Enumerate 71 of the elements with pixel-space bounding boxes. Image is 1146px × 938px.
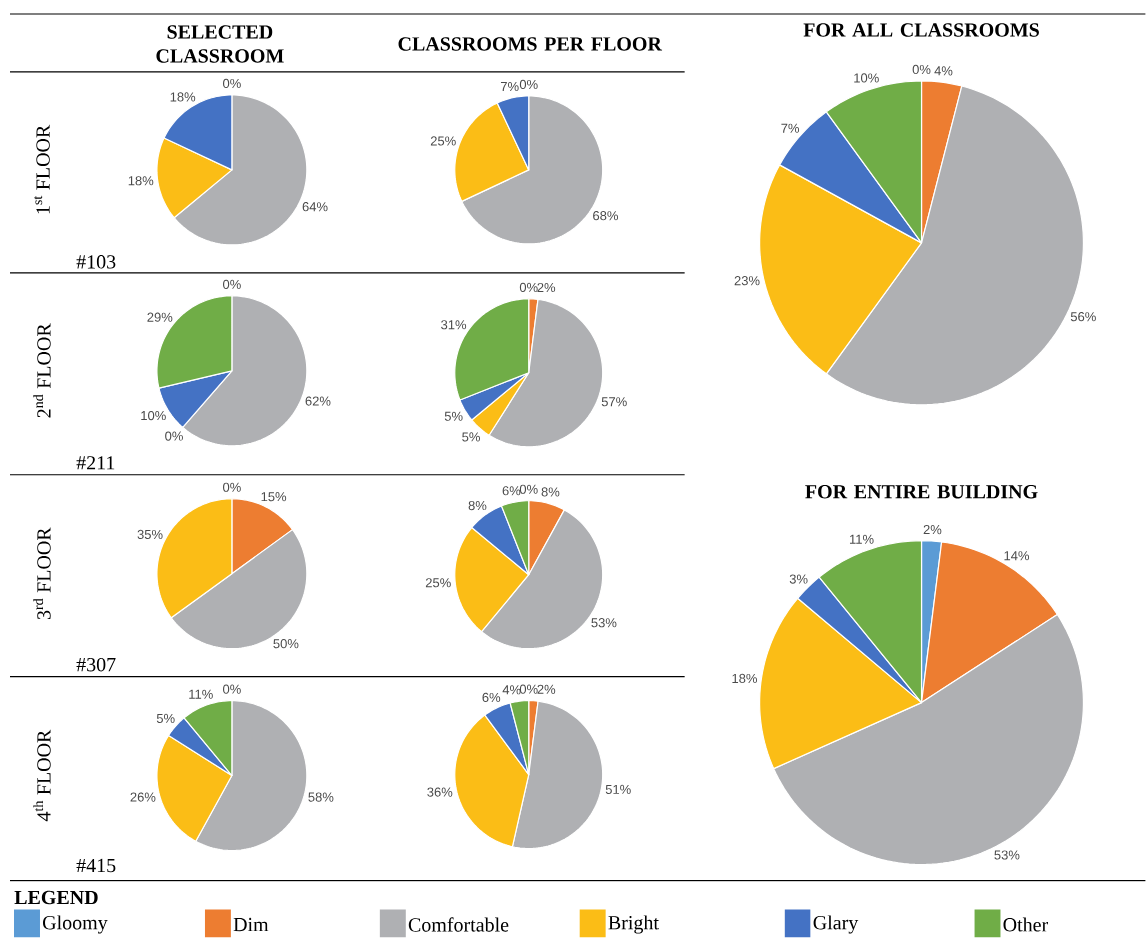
data-label: 51% [605,785,631,795]
text: 1$^{st}$ FLOOR [34,125,50,214]
text: 0% [519,684,538,694]
text: 0% [519,80,538,90]
data-label: 53% [994,850,1020,860]
data-label: 6% [482,693,501,703]
text: 4$^{th}$ FLOOR [33,729,51,822]
data-label: 50% [273,639,299,649]
legend-title: LEGEND [14,891,98,905]
data-label: 5% [462,432,480,442]
text: 0% [912,65,931,75]
legend-label: Other [1003,917,1049,932]
data-label: 25% [425,578,451,588]
text: 0% [223,79,241,89]
legend-label: Comfortable [408,917,509,932]
chart-title: FOR ENTIRE BUILDING [805,485,1038,499]
text: #307 [76,658,116,672]
data-label: 56% [1070,312,1096,322]
text: #415 [76,859,116,873]
data-label: 18% [128,176,154,186]
data-label: 57% [601,397,627,407]
data-label: 23% [734,276,760,286]
chart-title: FOR ALL CLASSROOMS [803,23,1039,37]
data-label: 4% [934,66,953,76]
data-label: 29% [147,312,173,323]
data-label: 8% [468,501,487,511]
data-label: 10% [141,411,166,421]
text: 0% [223,279,241,290]
data-label: 64% [302,202,328,212]
data-label: 31% [441,320,467,330]
legend-label: Gloomy [43,915,108,934]
data-label: 11% [849,534,874,545]
data-label: 8% [541,487,560,497]
text: 3$^{rd}$ FLOOR [33,527,51,620]
data-label: 11% [189,689,213,700]
data-label: 3% [789,574,808,584]
data-label: 2% [537,283,556,293]
chart-title: SELECTED CLASSROOM [156,25,284,63]
data-label: 18% [732,674,757,684]
data-label: 35% [137,530,163,540]
chart-title: CLASSROOMS PER FLOOR [398,37,663,51]
text: #103 [76,255,116,269]
legend-label: Dim [233,918,269,932]
text: 0% [165,431,183,441]
text: #211 [76,456,115,470]
data-label: 7% [781,123,800,133]
data-label: 15% [261,492,287,502]
text: 0% [519,282,538,293]
data-label: 5% [156,714,175,724]
data-label: 7% [500,82,519,92]
data-label: 25% [430,136,456,146]
text: 0% [223,684,241,694]
text: 0% [223,482,241,493]
data-label: 53% [591,618,617,628]
legend-label: Bright [608,915,659,934]
legend-label: Glary [813,915,859,934]
data-label: 14% [1004,551,1030,561]
data-label: 36% [427,787,453,797]
text: 2$^{nd}$ FLOOR [33,323,51,418]
data-label: 26% [130,792,156,802]
data-label: 68% [593,211,618,221]
data-label: 10% [854,73,879,83]
data-label: 4% [502,685,521,695]
data-label: 2% [923,525,942,535]
data-label: 6% [502,486,521,496]
data-label: 18% [170,92,196,102]
text: 0% [519,484,538,495]
data-label: 2% [537,684,556,695]
data-label: 62% [305,396,331,406]
data-label: 5% [444,411,463,422]
data-label: 58% [308,792,334,802]
